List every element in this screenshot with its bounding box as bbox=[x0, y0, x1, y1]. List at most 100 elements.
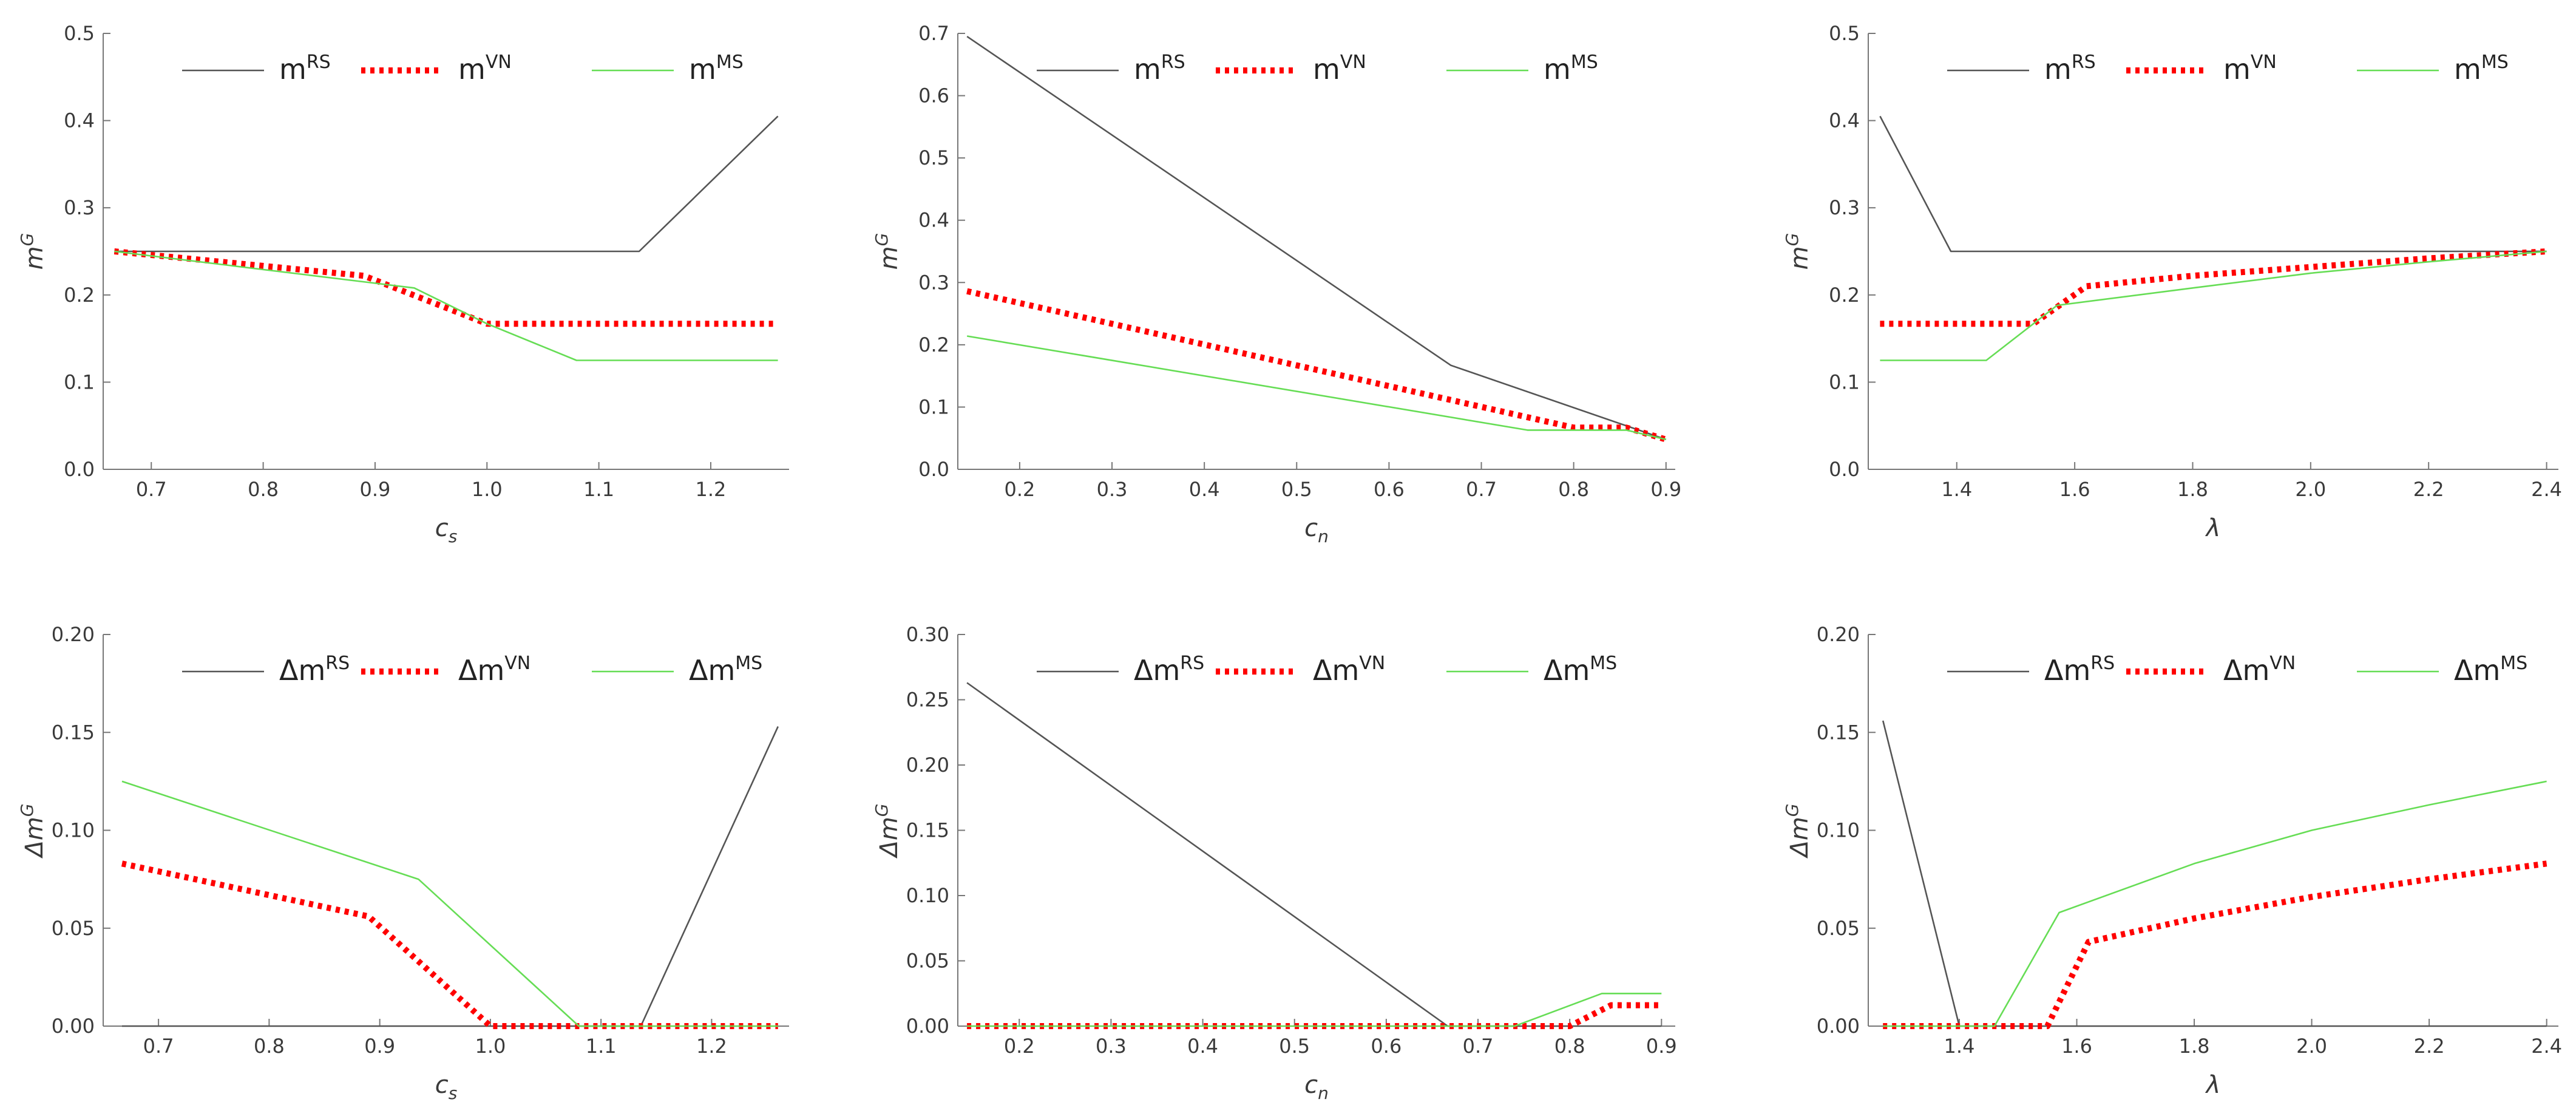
y-tick-label: 0.6 bbox=[918, 84, 949, 107]
legend-label-sup: MS bbox=[2500, 653, 2527, 674]
series-line-vn bbox=[114, 248, 778, 327]
x-tick-label: 0.8 bbox=[1554, 1035, 1585, 1058]
y-tick-label: 0.0 bbox=[1829, 458, 1860, 481]
x-tick-label: 1.1 bbox=[586, 1035, 617, 1058]
legend-entry-vn: mVN bbox=[361, 52, 512, 86]
legend-label-sup: MS bbox=[1571, 52, 1598, 73]
y-tick-label: 0.4 bbox=[918, 209, 949, 232]
y-tick-label: 0.4 bbox=[1829, 109, 1860, 132]
x-axis-title: λ bbox=[2205, 514, 2221, 542]
legend-label: ΔmVN bbox=[458, 653, 530, 687]
x-tick-label: 0.9 bbox=[1650, 478, 1681, 501]
x-tick-label: 1.1 bbox=[583, 478, 614, 501]
y-tick-label: 0.25 bbox=[906, 689, 949, 712]
legend-label-name: m bbox=[279, 53, 307, 86]
x-axis-title: cn bbox=[1304, 1071, 1329, 1102]
legend-label-name: Δm bbox=[279, 654, 325, 687]
series-line-rs bbox=[114, 115, 779, 253]
legend-label-name: Δm bbox=[1134, 654, 1180, 687]
y-tick-label: 0.3 bbox=[64, 196, 95, 219]
legend-entry-vn: mVN bbox=[1216, 52, 1366, 86]
legend-label: ΔmMS bbox=[689, 653, 762, 687]
y-axis-title: mG bbox=[872, 233, 903, 270]
series-line-ms bbox=[966, 335, 1667, 441]
legend-label-name: m bbox=[1134, 53, 1161, 86]
legend-label-sup: VN bbox=[1359, 653, 1385, 674]
legend-entry-rs: mRS bbox=[1037, 52, 1185, 86]
series-line-rs bbox=[966, 682, 1662, 1027]
legend-label-name: Δm bbox=[458, 654, 504, 687]
x-tick-label: 0.7 bbox=[136, 478, 167, 501]
x-tick-label: 0.3 bbox=[1096, 1035, 1127, 1058]
y-axis-title-main: Δm bbox=[875, 817, 903, 859]
y-tick-label: 0.20 bbox=[52, 623, 95, 646]
x-tick-label: 2.2 bbox=[2413, 478, 2444, 501]
legend-entry-vn: ΔmVN bbox=[361, 653, 530, 687]
x-tick-label: 1.2 bbox=[696, 478, 727, 501]
legend-entry-rs: ΔmRS bbox=[182, 653, 350, 687]
legend-label-name: m bbox=[2044, 53, 2072, 86]
legend-label-name: m bbox=[1544, 53, 1571, 86]
legend-label-sup: VN bbox=[504, 653, 530, 674]
y-tick-label: 0.2 bbox=[918, 333, 949, 356]
chart-panel-top-center: 0.2 0.3 0.4 0.5 0.6 0.7 0.8 0.9 0.0 0.1 0.2 0.3 0.4 0… bbox=[872, 22, 1681, 546]
x-axis-title-sub: s bbox=[449, 526, 458, 546]
legend-entry-rs: ΔmRS bbox=[1947, 653, 2115, 687]
series-line-vn bbox=[121, 860, 778, 1029]
x-tick-label: 0.9 bbox=[1646, 1035, 1677, 1058]
legend-label-sup: MS bbox=[2481, 52, 2509, 73]
legend-label-sup: MS bbox=[735, 653, 762, 674]
y-tick-label: 0.05 bbox=[906, 950, 949, 973]
y-axis-title-sup: G bbox=[1782, 803, 1802, 817]
y-tick-label: 0.10 bbox=[1817, 819, 1860, 842]
legend-label-name: Δm bbox=[2454, 654, 2500, 687]
x-tick-label: 0.9 bbox=[364, 1035, 395, 1058]
x-axis-title: cs bbox=[435, 514, 458, 546]
x-tick-label: 1.4 bbox=[1941, 478, 1972, 501]
legend-label: mRS bbox=[1134, 52, 1185, 86]
x-tick-label: 0.9 bbox=[359, 478, 390, 501]
x-tick-label: 0.6 bbox=[1374, 478, 1405, 501]
legend-label-name: Δm bbox=[2223, 654, 2269, 687]
legend-entry-vn: ΔmVN bbox=[2126, 653, 2296, 687]
legend-label-sup: RS bbox=[2090, 653, 2115, 674]
y-tick-label: 0.5 bbox=[64, 22, 95, 45]
legend-label-name: Δm bbox=[1313, 654, 1359, 687]
y-axis-title-sup: G bbox=[872, 803, 892, 817]
legend-label-name: m bbox=[1313, 53, 1340, 86]
y-tick-label: 0.05 bbox=[52, 917, 95, 940]
legend-label-sup: MS bbox=[716, 52, 744, 73]
legend-label-name: m bbox=[689, 53, 716, 86]
series-line-ms bbox=[1883, 780, 2547, 1027]
legend-label-name: m bbox=[458, 53, 486, 86]
y-axis-title: ΔmG bbox=[1782, 803, 1814, 859]
legend-label-sup: RS bbox=[307, 52, 331, 73]
x-tick-label: 0.7 bbox=[1466, 478, 1497, 501]
y-tick-label: 0.2 bbox=[64, 284, 95, 307]
x-tick-label: 0.6 bbox=[1371, 1035, 1402, 1058]
x-tick-label: 1.6 bbox=[2059, 478, 2090, 501]
chart-panel-top-left: 0.7 0.8 0.9 1.0 1.1 1.20.00.10.20.30.40.5csmG… bbox=[17, 22, 789, 546]
legend-label: mMS bbox=[689, 52, 744, 86]
series-line-vn bbox=[966, 288, 1667, 443]
x-tick-label: 1.8 bbox=[2177, 478, 2208, 501]
legend-entry-ms: mMS bbox=[1446, 52, 1598, 86]
y-tick-label: 0.4 bbox=[64, 109, 95, 132]
y-axis-title: mG bbox=[1782, 233, 1814, 270]
legend-label: ΔmVN bbox=[1313, 653, 1385, 687]
x-tick-label: 0.4 bbox=[1187, 1035, 1218, 1058]
legend-entry-rs: ΔmRS bbox=[1037, 653, 1204, 687]
y-tick-label: 0.1 bbox=[64, 370, 95, 393]
x-axis-title-main: c bbox=[1304, 1071, 1318, 1099]
y-tick-label: 0.00 bbox=[52, 1015, 95, 1038]
y-tick-label: 0.30 bbox=[906, 623, 949, 646]
y-axis-title-main: m bbox=[1786, 246, 1814, 270]
y-tick-label: 0.00 bbox=[1817, 1015, 1860, 1038]
y-axis-title-main: m bbox=[875, 246, 903, 270]
x-tick-label: 1.8 bbox=[2179, 1035, 2210, 1058]
y-tick-label: 0.0 bbox=[918, 458, 949, 481]
x-tick-label: 1.6 bbox=[2061, 1035, 2092, 1058]
x-axis-title-main: c bbox=[1304, 514, 1318, 542]
chart-panel-top-right: 1.4 1.6 1.8 2.0 2.2 2.40.00.10.20.30.40.5λmGm… bbox=[1782, 22, 2562, 542]
legend-label-sup: VN bbox=[2269, 653, 2296, 674]
